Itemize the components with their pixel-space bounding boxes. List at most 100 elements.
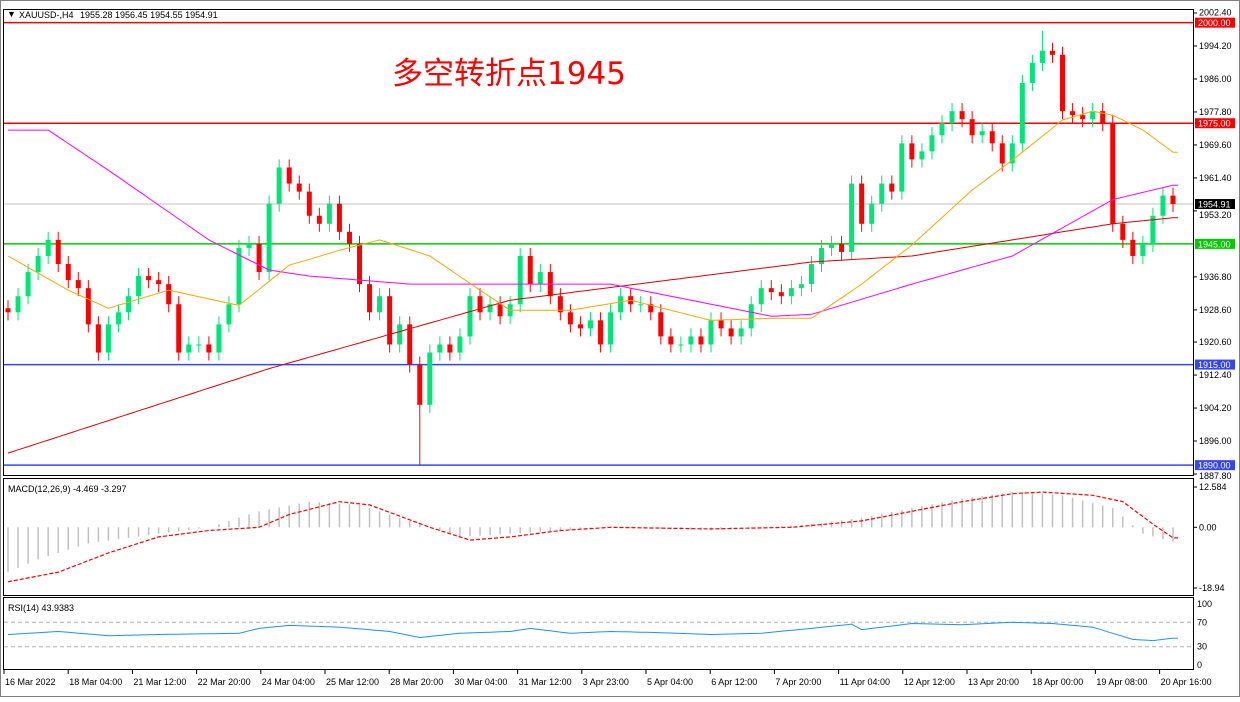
candle-bear (1170, 195, 1176, 205)
candle-bear (346, 231, 352, 244)
time-tick-label: 20 Apr 16:00 (1161, 677, 1212, 687)
candle-bear (598, 320, 604, 345)
rsi-tick-label: 100 (1197, 599, 1212, 609)
price-tick-label: 1896.00 (1199, 436, 1232, 446)
price-tick-label: 1977.80 (1199, 107, 1232, 117)
candle-bear (567, 312, 573, 325)
candle-bull (1009, 143, 1015, 164)
candle-bear (387, 296, 393, 345)
candle-bull (758, 288, 764, 305)
candle-bull (45, 239, 51, 256)
candle-bull (748, 304, 754, 329)
time-tick-label: 13 Apr 20:00 (968, 677, 1019, 687)
candle-bear (1110, 123, 1116, 224)
candle-bear (989, 131, 995, 144)
macd-title: MACD(12,26,9) -4.469 -3.297 (8, 484, 127, 494)
rsi-pane[interactable] (3, 597, 1194, 670)
rsi-tick-label: 70 (1197, 617, 1207, 627)
candle-bull (487, 304, 493, 313)
candle-bear (658, 312, 664, 337)
candle-bear (286, 167, 292, 184)
price-level-label: 2000.00 (1198, 18, 1231, 28)
time-tick-label: 19 Apr 08:00 (1096, 677, 1147, 687)
candle-bull (186, 344, 192, 353)
candle-bear (85, 288, 91, 325)
candle-bull (899, 143, 905, 192)
candle-bear (447, 344, 453, 353)
candle-bull (829, 243, 835, 248)
time-tick-label: 25 Mar 12:00 (326, 677, 379, 687)
moving-average-long (7, 217, 1178, 454)
candle-bull (678, 344, 684, 346)
time-tick-label: 12 Apr 12:00 (904, 677, 955, 687)
candle-bull (618, 296, 624, 313)
price-level-label: 1975.00 (1198, 119, 1231, 129)
candle-bear (969, 119, 975, 136)
price-tick-label: 1953.20 (1199, 210, 1232, 220)
candle-bear (497, 304, 503, 317)
candle-bear (357, 243, 363, 285)
macd-pane[interactable] (3, 478, 1194, 596)
candle-bull (105, 324, 111, 353)
candle-bear (367, 284, 373, 313)
candle-bull (196, 344, 202, 346)
candle-bear (477, 296, 483, 313)
candle-bear (156, 280, 162, 285)
candle-bull (276, 167, 282, 204)
macd-tick-label: 12.584 (1199, 482, 1227, 492)
candle-bear (909, 143, 915, 160)
ohlc-readout: 1955.28 1956.45 1954.55 1954.91 (80, 10, 218, 20)
candle-bear (146, 276, 152, 281)
price-tick-label: 1912.40 (1199, 370, 1232, 380)
candle-bear (889, 183, 895, 192)
price-level-label: 1890.00 (1198, 461, 1231, 471)
candle-bull (377, 296, 383, 313)
candle-bull (929, 135, 935, 152)
candle-bear (1049, 50, 1055, 55)
candle-bear (5, 308, 11, 313)
candle-bull (226, 304, 232, 325)
candle-bull (1090, 111, 1096, 120)
candle-bear (316, 215, 322, 224)
time-tick-label: 5 Apr 04:00 (647, 677, 693, 687)
candle-bear (95, 324, 101, 353)
candle-bull (708, 320, 714, 345)
collapse-triangle-icon[interactable]: ▼ (7, 9, 16, 19)
candle-bull (467, 296, 473, 337)
candle-bull (115, 312, 121, 325)
candle-bear (1070, 111, 1076, 116)
candle-bear (839, 243, 845, 252)
candle-bull (979, 131, 985, 136)
candle-bear (859, 183, 865, 224)
price-level-label: 1945.00 (1198, 239, 1231, 249)
candle-bear (1080, 115, 1086, 120)
candle-bear (648, 304, 654, 313)
candle-bear (577, 324, 583, 329)
candle-bear (959, 111, 965, 120)
candle-bear (1100, 111, 1106, 124)
candle-bull (638, 304, 644, 306)
moving-average-short (7, 110, 1178, 321)
candle-bull (25, 272, 31, 297)
candle-bear (75, 280, 81, 289)
candle-bull (246, 243, 252, 248)
candle-bull (1039, 50, 1045, 63)
candle-bull (1150, 215, 1156, 244)
price-level-tag (1195, 17, 1235, 28)
price-tick-label: 1928.60 (1199, 305, 1232, 315)
candle-bear (296, 183, 302, 192)
price-tick-label: 2002.40 (1199, 8, 1232, 18)
time-tick-label: 30 Mar 04:00 (454, 677, 507, 687)
candle-bear (778, 292, 784, 297)
candle-bull (1019, 82, 1025, 144)
candle-bull (266, 203, 272, 273)
candle-bear (55, 239, 61, 265)
candle-bull (588, 320, 593, 329)
time-tick-label: 11 Apr 04:00 (840, 677, 890, 687)
price-tick-label: 1936.80 (1199, 272, 1232, 282)
candle-bull (788, 288, 794, 297)
candle-bull (35, 255, 41, 273)
candle-bull (326, 203, 332, 224)
last-price-tag (1195, 199, 1235, 210)
